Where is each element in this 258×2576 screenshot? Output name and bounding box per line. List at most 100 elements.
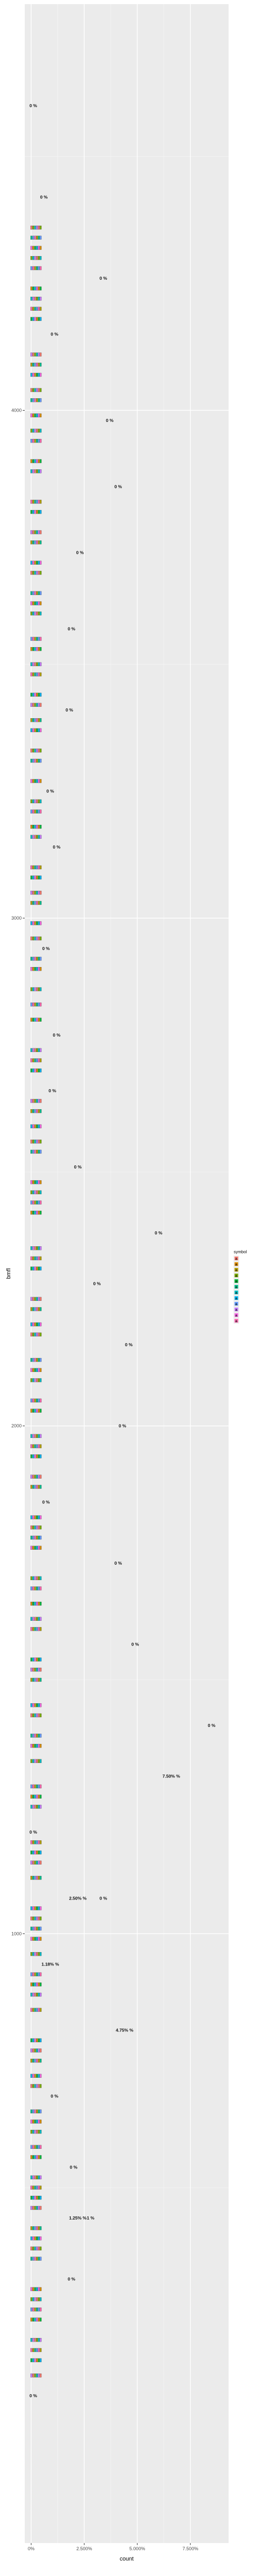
glyph-swatch <box>32 2175 35 2180</box>
glyph-swatch <box>38 1546 40 1550</box>
glyph-swatch <box>40 2206 42 2210</box>
glyph-swatch <box>30 1398 33 1403</box>
glyph-swatch <box>40 921 42 925</box>
point-label: 0 % <box>106 418 114 423</box>
glyph-swatch <box>36 1398 38 1403</box>
glyph-swatch <box>38 2358 40 2362</box>
glyph-swatch <box>30 2185 33 2190</box>
glyph-swatch <box>32 2155 35 2159</box>
glyph-swatch <box>38 1048 40 1052</box>
glyph-swatch <box>38 1266 40 1270</box>
glyph-swatch <box>30 1297 33 1301</box>
point-label: 0 % <box>51 332 58 337</box>
glyph-swatch <box>36 1850 38 1855</box>
glyph-swatch <box>38 2374 40 2378</box>
glyph-swatch <box>32 2196 35 2200</box>
glyph-swatch <box>32 469 35 473</box>
legend-key-swatch <box>234 1296 238 1300</box>
point-label: 0 % <box>68 2276 75 2281</box>
glyph-swatch <box>38 1190 40 1194</box>
glyph-swatch <box>30 510 33 514</box>
glyph-swatch <box>34 1190 36 1194</box>
glyph-swatch <box>32 561 35 565</box>
glyph-swatch <box>34 2358 36 2362</box>
glyph-swatch <box>30 662 33 666</box>
glyph-swatch <box>34 1200 36 1205</box>
glyph-swatch <box>32 1657 35 1662</box>
glyph-swatch <box>40 352 42 357</box>
glyph-swatch <box>32 1703 35 1707</box>
glyph-swatch <box>34 429 36 433</box>
point-label: 0 % <box>42 1500 50 1505</box>
glyph-swatch <box>30 1784 33 1789</box>
glyph-row <box>30 2130 42 2134</box>
glyph-swatch <box>38 1850 40 1855</box>
glyph-swatch <box>34 388 36 392</box>
glyph-swatch <box>32 1952 35 1956</box>
glyph-swatch <box>36 1743 38 1748</box>
point-label: 0 % <box>155 1230 163 1235</box>
glyph-swatch <box>38 1002 40 1007</box>
legend-key-glyph: a <box>235 1269 237 1273</box>
legend-title: symbol <box>234 1250 247 1255</box>
point-label: 0 % <box>100 1895 107 1901</box>
glyph-swatch <box>30 957 33 961</box>
glyph-swatch <box>32 1048 35 1052</box>
glyph-swatch <box>38 865 40 870</box>
glyph-swatch <box>30 2145 33 2149</box>
glyph-swatch <box>34 2185 36 2190</box>
glyph-swatch <box>32 672 35 676</box>
glyph-swatch <box>36 2348 38 2352</box>
glyph-swatch <box>30 2038 33 2042</box>
glyph-swatch <box>30 758 33 763</box>
glyph-swatch <box>34 758 36 763</box>
glyph-swatch <box>32 438 35 443</box>
glyph-swatch <box>36 2185 38 2190</box>
glyph-swatch <box>38 987 40 991</box>
glyph-row <box>30 1256 42 1261</box>
glyph-swatch <box>30 429 33 433</box>
glyph-swatch <box>34 1850 36 1855</box>
glyph-swatch <box>30 1535 33 1540</box>
glyph-swatch <box>30 1149 33 1154</box>
glyph-swatch <box>32 1972 35 1976</box>
glyph-swatch <box>30 1368 33 1372</box>
legend-key-swatch <box>234 1291 238 1295</box>
glyph-row <box>30 1657 42 1662</box>
glyph-swatch <box>32 1876 35 1880</box>
glyph-swatch <box>36 429 38 433</box>
glyph-swatch <box>40 1048 42 1052</box>
glyph-row <box>30 372 42 377</box>
glyph-swatch <box>36 1617 38 1621</box>
glyph-row <box>30 398 42 402</box>
glyph-swatch <box>36 2338 38 2342</box>
glyph-swatch <box>34 2226 36 2230</box>
glyph-swatch <box>34 246 36 250</box>
glyph-swatch <box>36 2155 38 2159</box>
glyph-row <box>30 2374 42 2378</box>
glyph-swatch <box>32 246 35 250</box>
glyph-swatch <box>32 601 35 605</box>
glyph-swatch <box>40 1149 42 1154</box>
glyph-swatch <box>40 413 42 417</box>
glyph-swatch <box>38 728 40 733</box>
glyph-swatch <box>40 540 42 545</box>
point-label: 0 % <box>49 1088 56 1093</box>
legend-key-glyph: a <box>235 1280 237 1284</box>
glyph-swatch <box>36 2206 38 2210</box>
glyph-swatch <box>38 438 40 443</box>
glyph-swatch <box>40 1937 42 1941</box>
glyph-swatch <box>38 809 40 814</box>
glyph-swatch <box>32 296 35 301</box>
glyph-swatch <box>38 2120 40 2124</box>
glyph-swatch <box>32 1937 35 1941</box>
glyph-swatch <box>38 601 40 605</box>
glyph-swatch <box>32 2287 35 2291</box>
glyph-row <box>30 1743 42 1748</box>
glyph-swatch <box>34 957 36 961</box>
glyph-swatch <box>30 1657 33 1662</box>
glyph-swatch <box>40 2196 42 2200</box>
y-tick-label: 3000 <box>11 916 22 921</box>
glyph-swatch <box>32 235 35 240</box>
glyph-row <box>30 2226 42 2230</box>
